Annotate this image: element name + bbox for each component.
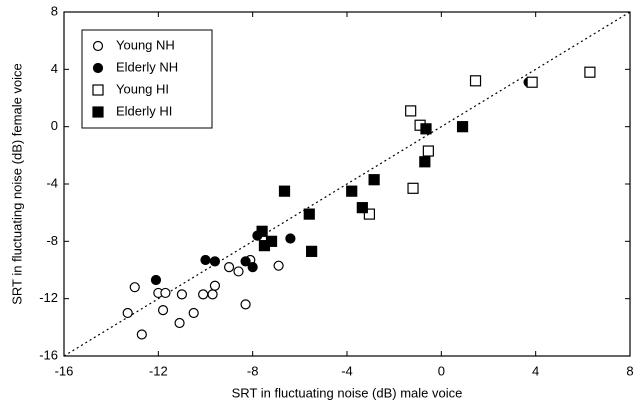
x-tick-label: 0 xyxy=(438,363,445,378)
point xyxy=(247,262,258,273)
point xyxy=(584,66,596,78)
point xyxy=(198,289,209,300)
point xyxy=(278,185,291,197)
point xyxy=(346,185,358,197)
point xyxy=(207,289,218,300)
point xyxy=(303,208,315,220)
y-tick-label: -16 xyxy=(39,347,58,362)
point xyxy=(356,202,368,214)
point xyxy=(240,256,251,267)
x-tick-label: 4 xyxy=(532,363,539,378)
point xyxy=(363,208,376,220)
point xyxy=(285,233,296,244)
point xyxy=(456,121,469,133)
point xyxy=(176,289,188,300)
point xyxy=(188,307,199,319)
diagonal-line xyxy=(63,11,631,357)
y-axis-label: SRT in fluctuating noise (dB) female voi… xyxy=(9,63,24,305)
point xyxy=(368,174,380,186)
point xyxy=(150,274,162,286)
y-tick-label: 0 xyxy=(51,118,58,133)
point xyxy=(420,123,432,135)
point xyxy=(273,260,284,271)
y-tick-label: 8 xyxy=(51,3,58,18)
point xyxy=(136,329,147,340)
y-tick-label: -8 xyxy=(46,233,58,248)
legend-label: Elderly NH xyxy=(116,59,178,74)
point xyxy=(160,287,171,299)
point xyxy=(240,299,251,310)
legend-label: Young HI xyxy=(116,81,169,96)
point xyxy=(157,305,169,316)
point xyxy=(422,145,434,157)
y-tick-label: -4 xyxy=(46,175,58,190)
point xyxy=(265,235,278,247)
point xyxy=(223,262,235,273)
point xyxy=(129,282,140,293)
y-tick-label: -12 xyxy=(39,290,58,305)
legend-marker xyxy=(92,40,104,52)
x-tick-label: -4 xyxy=(341,363,353,378)
x-tick-label: -12 xyxy=(149,363,168,378)
point xyxy=(469,75,482,87)
point xyxy=(209,256,221,267)
legend-marker xyxy=(92,106,104,118)
x-axis-label: SRT in fluctuating noise (dB) male voice xyxy=(232,385,463,400)
legend-box xyxy=(81,29,213,129)
point xyxy=(256,225,268,237)
legend-label: Elderly HI xyxy=(116,103,172,118)
point xyxy=(405,105,417,117)
x-tick-label: 8 xyxy=(626,363,633,378)
legend-label: Young NH xyxy=(116,37,175,52)
y-tick-label: 4 xyxy=(51,61,58,76)
point xyxy=(200,254,211,266)
point xyxy=(122,307,133,319)
point xyxy=(306,245,318,257)
legend-marker xyxy=(92,62,104,74)
legend-marker xyxy=(92,84,104,96)
point xyxy=(174,317,185,329)
x-tick-label: -8 xyxy=(247,363,259,378)
x-tick-label: -16 xyxy=(55,363,74,378)
point xyxy=(526,76,538,88)
point xyxy=(209,280,221,291)
point xyxy=(233,266,244,277)
point xyxy=(419,156,431,168)
point xyxy=(407,182,419,194)
